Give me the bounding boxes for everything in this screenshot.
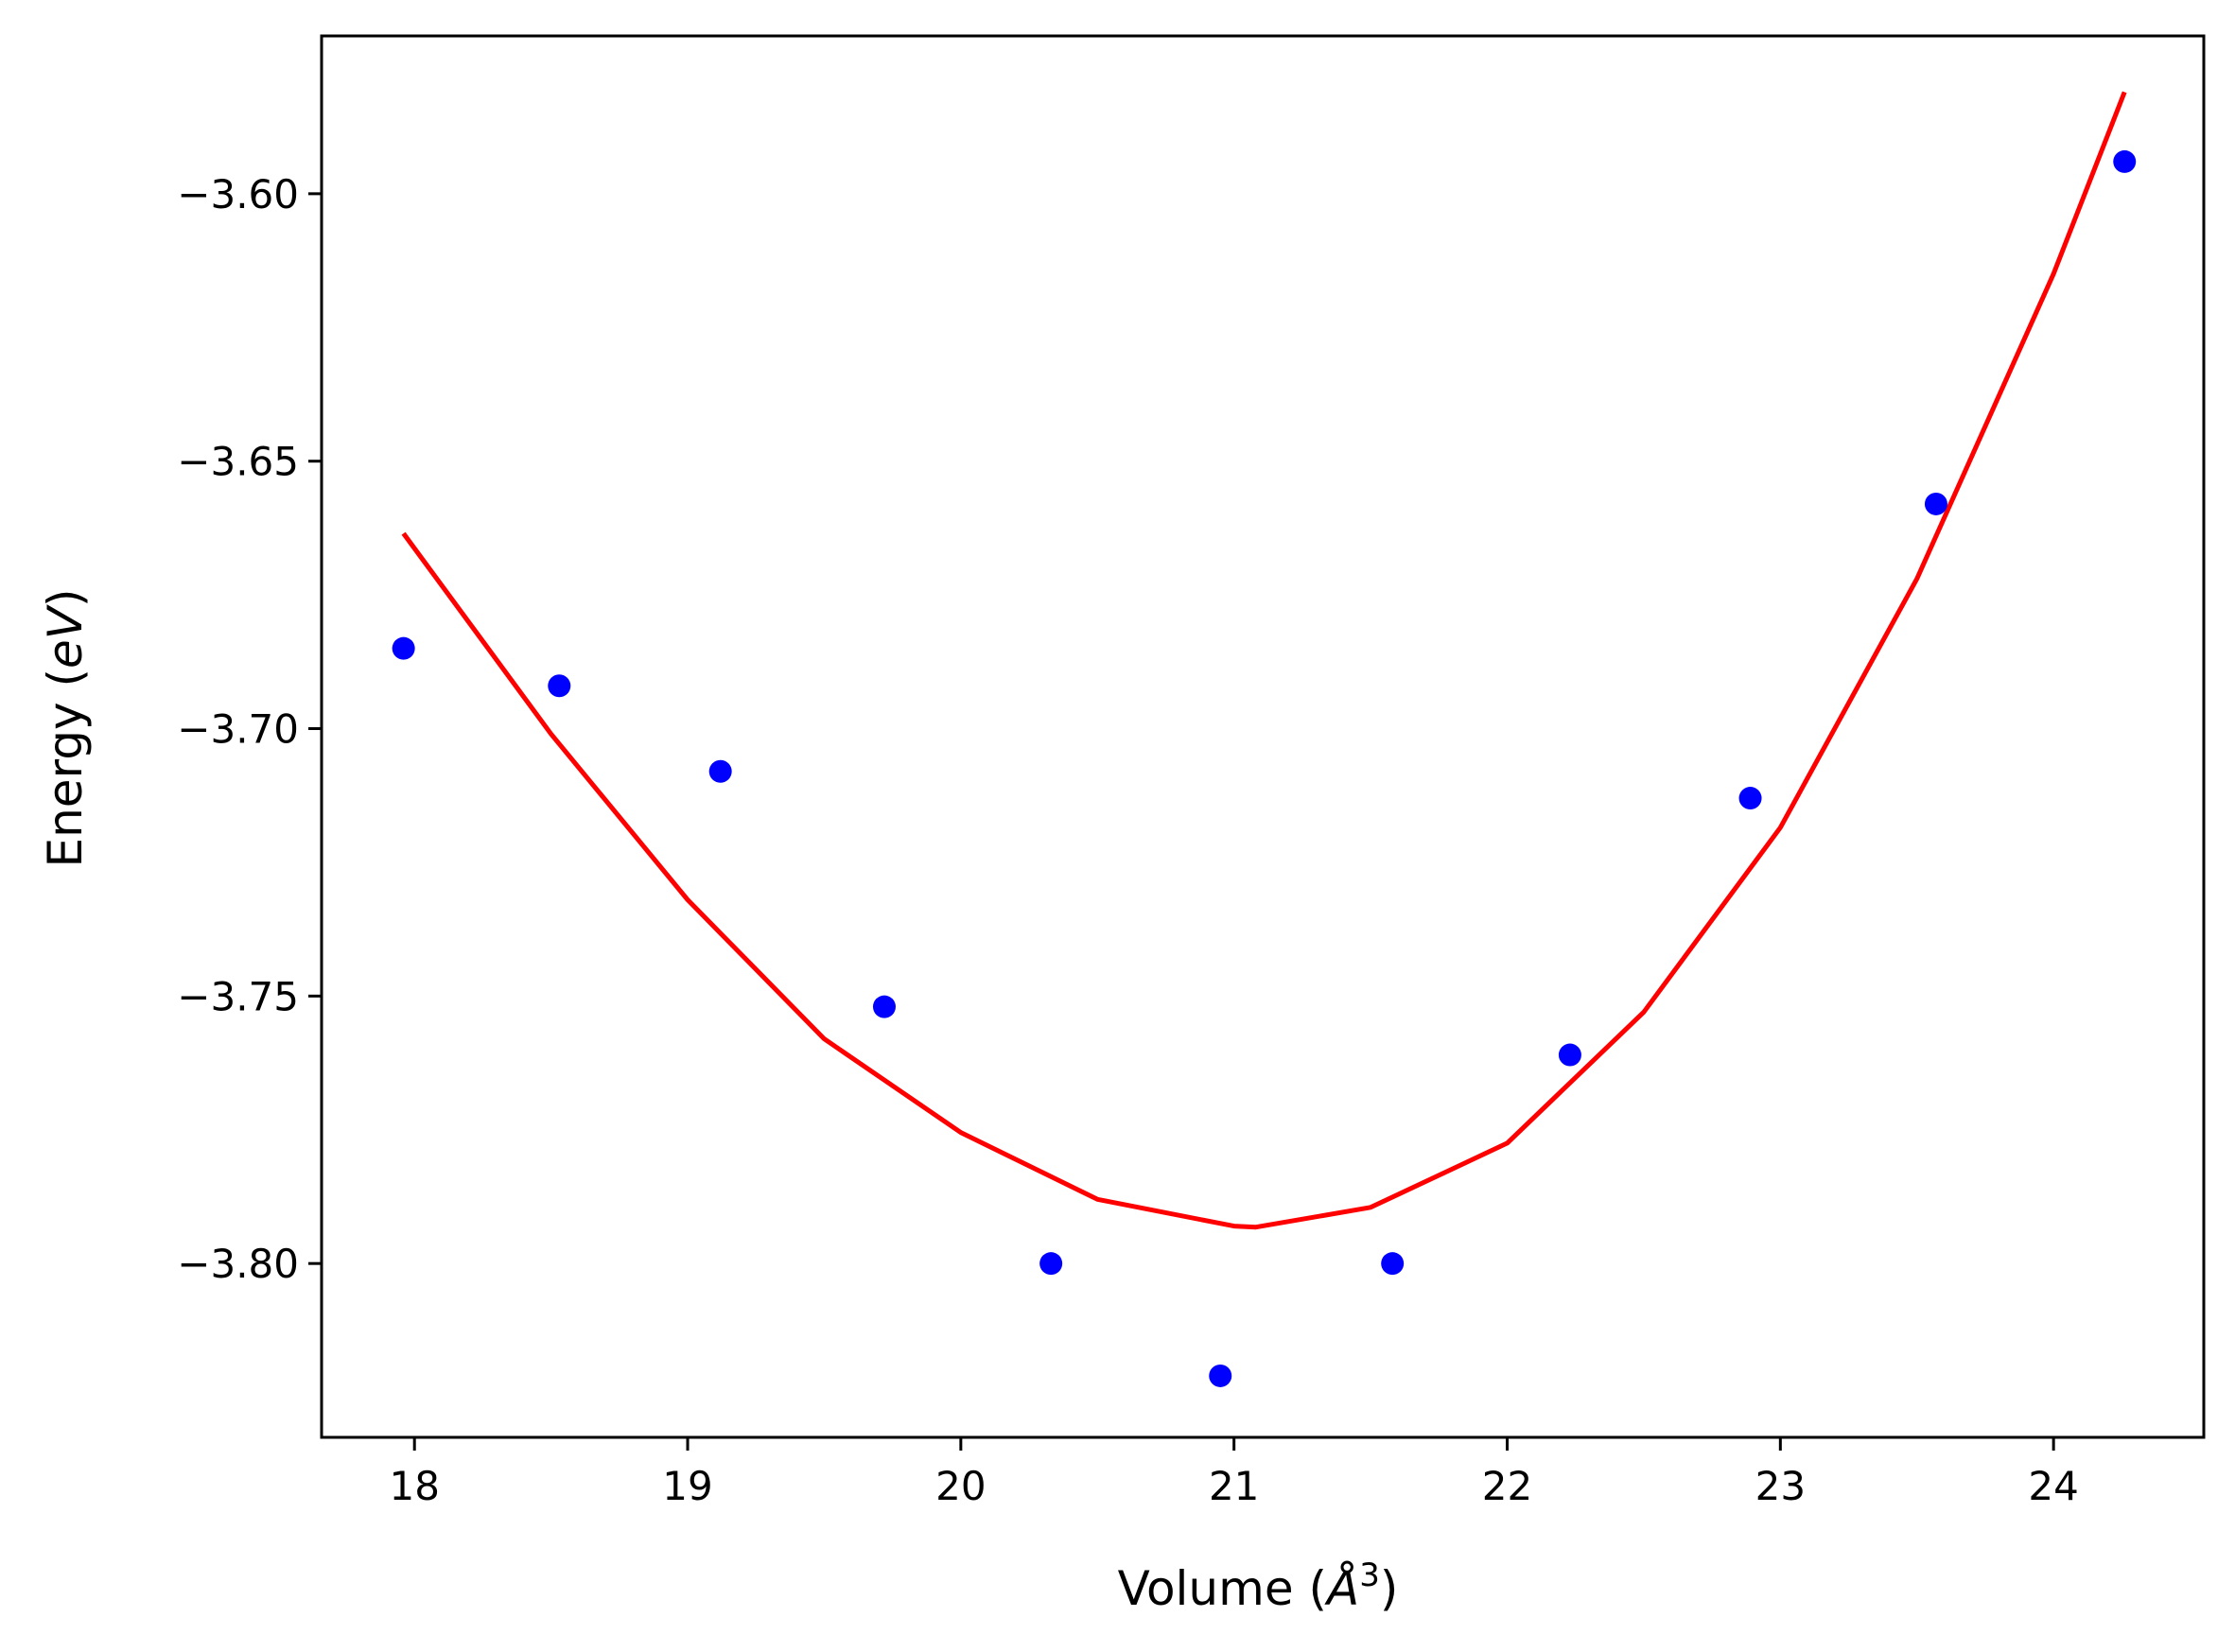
x-axis-label-suffix: ): [1380, 1561, 1399, 1616]
x-tick-label: 18: [389, 1463, 439, 1509]
y-tick-label: −3.70: [177, 706, 299, 753]
y-axis-label-unit: eV: [38, 603, 93, 669]
x-tick-label: 19: [662, 1463, 712, 1509]
plot-area-frame: [320, 34, 2206, 1439]
x-tick-label: 20: [935, 1463, 986, 1509]
data-point: [708, 759, 732, 783]
x-axis-label-exponent: 3: [1359, 1556, 1380, 1594]
y-tick-label: −3.65: [177, 439, 299, 485]
data-point: [2113, 149, 2137, 173]
data-point: [548, 674, 571, 698]
y-tick-label: −3.80: [177, 1241, 299, 1287]
data-point: [392, 636, 415, 660]
data-point: [1381, 1252, 1405, 1276]
x-axis-ticks: 18 19 20 21 22 23 24: [389, 1437, 2079, 1509]
x-tick-label: 22: [1482, 1463, 1532, 1509]
data-point: [1558, 1043, 1581, 1067]
data-point: [1039, 1252, 1063, 1276]
data-point: [1924, 492, 1947, 515]
x-axis-label-prefix: Volume (: [1118, 1561, 1327, 1616]
x-axis-label: Volume (Å3): [1118, 1556, 1399, 1616]
x-tick-label: 21: [1209, 1463, 1259, 1509]
data-point: [1738, 787, 1762, 810]
y-tick-label: −3.75: [177, 973, 299, 1019]
fit-curve: [401, 91, 2127, 1230]
y-axis-label-suffix: ): [38, 589, 93, 608]
y-axis-label-prefix: Energy (: [38, 669, 93, 867]
y-tick-label: −3.60: [177, 171, 299, 217]
x-tick-label: 23: [1755, 1463, 1806, 1509]
data-point: [1209, 1364, 1232, 1387]
y-axis-label: Energy (eV): [38, 589, 93, 868]
plot-marks: [392, 91, 2137, 1387]
x-axis-label-symbol: Å: [1324, 1561, 1359, 1616]
x-tick-label: 24: [2028, 1463, 2078, 1509]
y-axis-ticks: −3.60 −3.65 −3.70 −3.75 −3.80: [177, 171, 322, 1287]
data-point: [872, 995, 896, 1018]
